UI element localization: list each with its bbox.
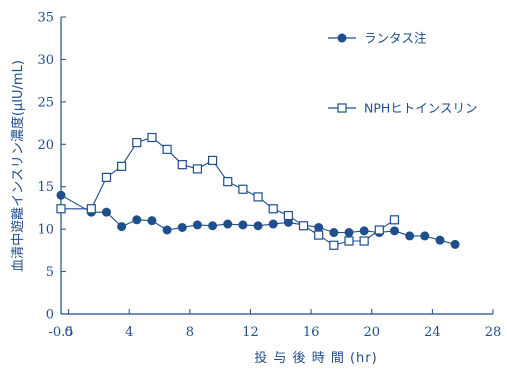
data-point — [132, 137, 142, 148]
data-point — [101, 207, 111, 217]
data-point — [208, 221, 218, 231]
data-point — [132, 215, 142, 225]
data-point — [344, 228, 354, 238]
data-point — [56, 204, 66, 214]
series-2 — [56, 132, 400, 250]
data-point — [177, 160, 187, 170]
data-point — [329, 228, 339, 238]
data-point — [298, 221, 309, 231]
data-point — [359, 236, 369, 246]
data-point — [223, 219, 233, 229]
data-point — [238, 220, 248, 230]
data-point — [405, 231, 415, 241]
data-point — [223, 177, 233, 187]
data-point — [86, 204, 96, 214]
data-point — [162, 225, 172, 235]
x-tick-label: 4 — [125, 325, 133, 340]
data-point — [359, 226, 369, 236]
data-point — [117, 161, 127, 171]
data-point — [268, 204, 278, 214]
data-point — [117, 222, 127, 232]
legend-marker — [337, 33, 347, 43]
data-point — [147, 132, 157, 143]
x-tick-label: 16 — [303, 325, 320, 340]
data-point — [268, 219, 278, 229]
legend-label: NPHヒトインスリン — [364, 101, 478, 116]
x-axis-title: 投 与 後 時 間 (hr) — [254, 350, 377, 366]
data-point — [420, 231, 430, 241]
legend-entry-1: ランタス注 — [328, 31, 427, 46]
data-point — [101, 172, 112, 182]
data-point — [314, 222, 324, 232]
data-point — [162, 144, 172, 154]
data-point — [344, 236, 354, 246]
x-tick-label: 0 — [64, 325, 72, 340]
data-point — [283, 210, 293, 221]
data-point — [374, 225, 384, 235]
y-tick-label: 15 — [37, 180, 54, 195]
data-point — [56, 190, 66, 200]
data-point — [435, 235, 445, 245]
x-tick-label: 12 — [242, 325, 259, 340]
data-point — [253, 192, 263, 202]
x-tick-label: 24 — [424, 325, 441, 340]
y-tick-label: 25 — [37, 95, 54, 110]
y-tick-label: 35 — [37, 11, 54, 26]
data-point — [192, 220, 202, 230]
series-layer — [56, 132, 460, 250]
data-point — [192, 164, 203, 174]
y-axis-title: 血清中遊離インスリン濃度(μIU/mL) — [10, 60, 26, 272]
y-tick-label: 5 — [46, 265, 54, 280]
data-point — [147, 216, 157, 226]
legend-marker — [337, 103, 347, 113]
legend-label: ランタス注 — [364, 31, 427, 46]
data-point — [207, 155, 218, 166]
data-point — [389, 226, 399, 236]
data-point — [177, 222, 187, 232]
series-line — [61, 136, 395, 246]
y-tick-label: 30 — [37, 53, 54, 68]
data-point — [329, 240, 339, 250]
y-tick-label: 0 — [46, 308, 54, 323]
data-point — [238, 184, 248, 194]
y-tick-label: 20 — [37, 138, 54, 153]
legend: ランタス注 NPHヒトインスリン — [328, 31, 478, 116]
data-point — [389, 215, 400, 225]
x-tick-label: 28 — [485, 325, 502, 340]
legend-entry-2: NPHヒトインスリン — [328, 101, 478, 116]
data-point — [253, 221, 263, 231]
x-tick-label: 8 — [186, 325, 194, 340]
y-tick-label: 10 — [37, 223, 54, 238]
x-tick-label: -0.5 — [48, 325, 73, 340]
x-tick-label: 20 — [363, 325, 380, 340]
data-point — [450, 239, 460, 249]
data-point — [314, 230, 324, 240]
